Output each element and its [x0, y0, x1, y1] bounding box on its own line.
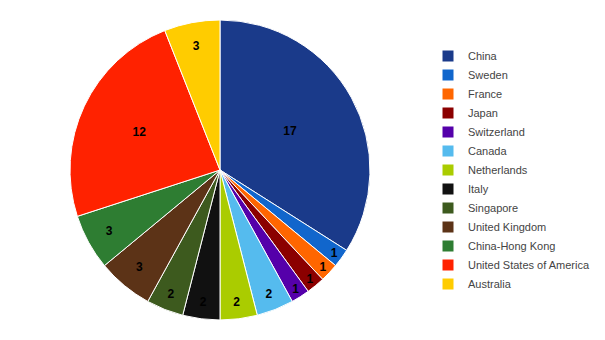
- svg-text:United Kingdom: United Kingdom: [468, 221, 546, 233]
- svg-text:1: 1: [292, 282, 299, 296]
- svg-text:Japan: Japan: [468, 107, 498, 119]
- svg-text:2: 2: [233, 295, 240, 309]
- svg-text:3: 3: [193, 39, 200, 53]
- svg-text:1: 1: [319, 260, 326, 274]
- svg-text:Sweden: Sweden: [468, 69, 508, 81]
- svg-text:2: 2: [266, 287, 273, 301]
- svg-text:United States of America: United States of America: [468, 259, 590, 271]
- svg-text:1: 1: [331, 246, 338, 260]
- svg-text:2: 2: [200, 295, 207, 309]
- svg-text:Singapore: Singapore: [468, 202, 518, 214]
- svg-text:3: 3: [106, 224, 113, 238]
- svg-text:Switzerland: Switzerland: [468, 126, 525, 138]
- svg-text:China: China: [468, 50, 498, 62]
- svg-text:Netherlands: Netherlands: [468, 164, 528, 176]
- svg-text:12: 12: [133, 125, 147, 139]
- svg-text:Australia: Australia: [468, 278, 512, 290]
- svg-text:2: 2: [167, 287, 174, 301]
- svg-text:Canada: Canada: [468, 145, 507, 157]
- svg-text:China-Hong Kong: China-Hong Kong: [468, 240, 555, 252]
- svg-text:3: 3: [136, 260, 143, 274]
- svg-text:1: 1: [306, 272, 313, 286]
- svg-text:17: 17: [283, 124, 297, 138]
- svg-text:Italy: Italy: [468, 183, 489, 195]
- svg-text:France: France: [468, 88, 502, 100]
